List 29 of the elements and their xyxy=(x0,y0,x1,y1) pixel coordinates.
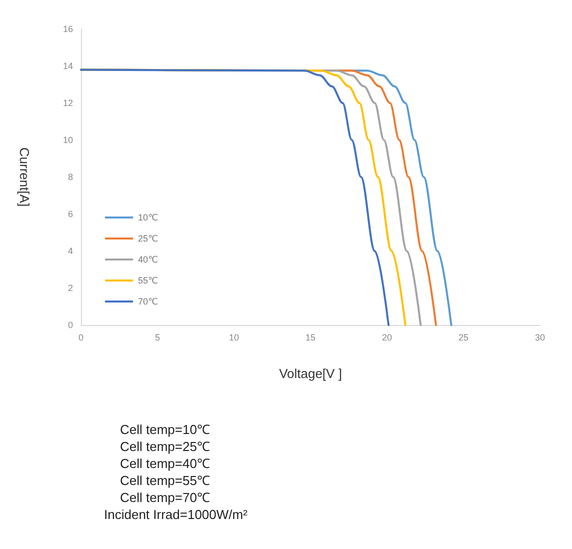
x-tick-label: 20 xyxy=(382,332,392,342)
legend-label: 70℃ xyxy=(138,296,158,306)
y-tick-label: 12 xyxy=(62,98,73,108)
text: Cell temp=25℃ xyxy=(120,439,210,454)
legend-label: 55℃ xyxy=(138,276,158,286)
x-tick-label: 30 xyxy=(534,332,546,342)
text: Cell temp=10℃ xyxy=(120,422,210,437)
y-tick-label: 0 xyxy=(68,320,73,330)
legend-label: 10℃ xyxy=(138,212,158,222)
x-tick-label: 25 xyxy=(458,332,469,342)
y-tick-label: 8 xyxy=(68,172,73,182)
legend-label: 25℃ xyxy=(138,234,158,244)
y-tick-label: 2 xyxy=(68,283,73,293)
x-tick-label: 5 xyxy=(154,332,160,342)
y-tick-label: 16 xyxy=(62,24,73,34)
text: Cell temp=40℃ xyxy=(120,456,210,471)
y-tick-label: 6 xyxy=(68,209,73,219)
y-tick-label: 10 xyxy=(62,135,73,145)
y-tick-label: 14 xyxy=(62,61,73,71)
x-tick-label: 15 xyxy=(305,332,316,342)
y-tick-label: 4 xyxy=(68,246,73,256)
y-axis-title: Current[A] xyxy=(17,147,32,207)
x-tick-label: 10 xyxy=(228,332,240,342)
x-axis-title: Voltage[V ] xyxy=(279,366,342,381)
text: Cell temp=55℃ xyxy=(120,473,210,488)
text: Incident Irrad=1000W/m² xyxy=(104,507,248,522)
legend-label: 40℃ xyxy=(138,254,158,264)
text: Cell temp=70℃ xyxy=(120,490,210,505)
x-tick-label: 0 xyxy=(78,332,84,342)
